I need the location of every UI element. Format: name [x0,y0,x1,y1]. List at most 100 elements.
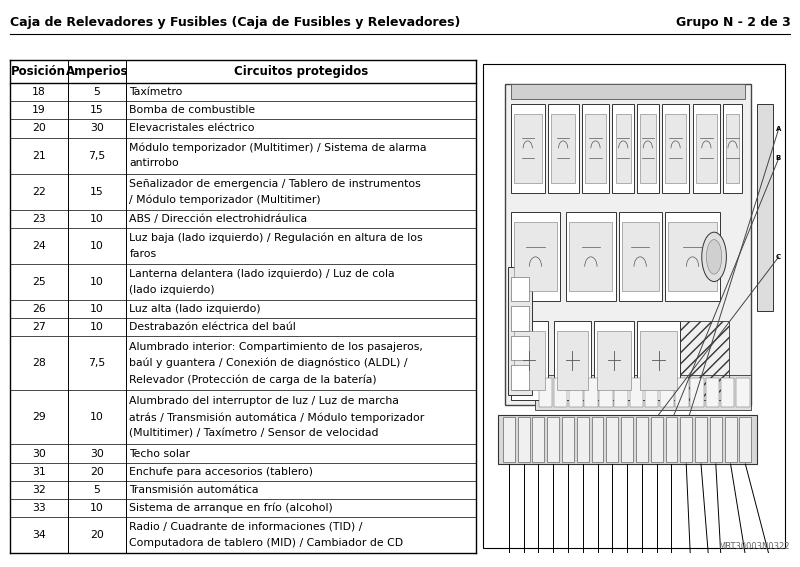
Text: Taxímetro: Taxímetro [130,87,182,98]
Text: Módulo temporizador (Multitimer) / Sistema de alarma: Módulo temporizador (Multitimer) / Siste… [130,142,427,153]
Bar [592,417,603,462]
Text: 30: 30 [32,448,46,459]
Bar [636,417,648,462]
Bar [739,417,751,462]
Text: Alumbrado interior: Compartimiento de los pasajeros,: Alumbrado interior: Compartimiento de lo… [130,342,423,352]
Text: C: C [776,254,781,260]
Text: / Módulo temporizador (Multitimer): / Módulo temporizador (Multitimer) [130,194,321,205]
Bar [577,417,589,462]
Bar [547,417,559,462]
Bar [511,321,548,400]
Text: 15: 15 [90,105,104,116]
Text: 10: 10 [90,412,104,422]
Bar [562,417,574,462]
Ellipse shape [706,240,722,274]
Text: antirrobo: antirrobo [130,158,179,168]
Bar [505,84,751,405]
Text: Computadora de tablero (MID) / Cambiador de CD: Computadora de tablero (MID) / Cambiador… [130,538,403,548]
Bar [514,222,557,291]
Bar [622,222,658,291]
Bar [498,414,758,464]
Ellipse shape [702,232,726,281]
Text: 26: 26 [32,304,46,314]
Text: 34: 34 [32,530,46,540]
Text: Luz alta (lado izquierdo): Luz alta (lado izquierdo) [130,304,261,314]
Text: 20: 20 [32,124,46,133]
Bar [557,331,588,390]
Bar [680,321,730,400]
Bar [723,104,742,193]
Bar [511,277,530,301]
Text: 18: 18 [32,87,46,98]
Text: 31: 31 [32,467,46,477]
Bar [640,331,677,390]
Text: Señalizador de emergencia / Tablero de instrumentos: Señalizador de emergencia / Tablero de i… [130,179,421,189]
Bar [554,378,567,407]
Bar [511,365,530,390]
Bar [597,331,631,390]
Bar [548,104,578,193]
Bar [538,378,552,407]
Text: Bomba de combustible: Bomba de combustible [130,105,255,116]
Text: Alumbrado del interruptor de luz / Luz de marcha: Alumbrado del interruptor de luz / Luz d… [130,396,399,406]
Bar [680,417,692,462]
Bar [606,417,618,462]
Bar [613,104,634,193]
Text: faros: faros [130,249,157,259]
Text: 10: 10 [90,277,104,287]
Bar [614,378,628,407]
Text: 24: 24 [32,241,46,251]
Bar [569,378,582,407]
Bar [514,114,542,183]
Text: (Multitimer) / Taxímetro / Sensor de velocidad: (Multitimer) / Taxímetro / Sensor de vel… [130,429,379,439]
Bar [621,417,633,462]
Bar [675,378,689,407]
Text: Relevador (Protección de carga de la batería): Relevador (Protección de carga de la bat… [130,374,377,385]
Bar [585,114,606,183]
Bar [721,378,734,407]
Text: Transmisión automática: Transmisión automática [130,485,259,494]
Text: Enchufe para accesorios (tablero): Enchufe para accesorios (tablero) [130,467,314,477]
Bar [662,104,690,193]
Text: Amperios: Amperios [66,65,128,78]
Bar [551,114,575,183]
Text: Lanterna delantera (lado izquierdo) / Luz de cola: Lanterna delantera (lado izquierdo) / Lu… [130,269,395,279]
Bar [594,321,634,400]
Bar [637,104,658,193]
Bar [511,84,745,99]
Text: 30: 30 [90,124,104,133]
Text: 33: 33 [32,503,46,513]
Text: Radio / Cuadrante de informaciones (TID) /: Radio / Cuadrante de informaciones (TID)… [130,522,362,532]
Bar [514,331,545,390]
Bar [696,114,717,183]
Text: 20: 20 [90,467,104,477]
Text: 5: 5 [94,87,101,98]
Bar [665,213,720,301]
Bar [584,378,598,407]
Text: Destrabazón eléctrica del baúl: Destrabazón eléctrica del baúl [130,322,296,332]
Text: Luz baja (lado izquierdo) / Regulación en altura de los: Luz baja (lado izquierdo) / Regulación e… [130,233,423,243]
Bar [736,378,750,407]
Bar [665,114,686,183]
Text: 21: 21 [32,151,46,160]
Bar [503,417,514,462]
Text: 23: 23 [32,214,46,224]
Bar [660,378,674,407]
Bar [710,417,722,462]
Bar [690,378,704,407]
Bar [599,378,613,407]
Text: 27: 27 [32,322,46,332]
Bar [637,321,680,400]
Bar [566,213,615,301]
Bar [582,104,610,193]
Text: 28: 28 [32,358,46,368]
Text: Posición: Posición [11,65,66,78]
Bar [758,104,773,311]
Text: Circuitos protegidos: Circuitos protegidos [234,65,368,78]
Bar [511,104,545,193]
Text: 20: 20 [90,530,104,540]
Text: ABS / Dirección electrohidráulica: ABS / Dirección electrohidráulica [130,214,307,224]
Text: A: A [776,126,781,132]
Text: 10: 10 [90,241,104,251]
Bar [511,306,530,331]
